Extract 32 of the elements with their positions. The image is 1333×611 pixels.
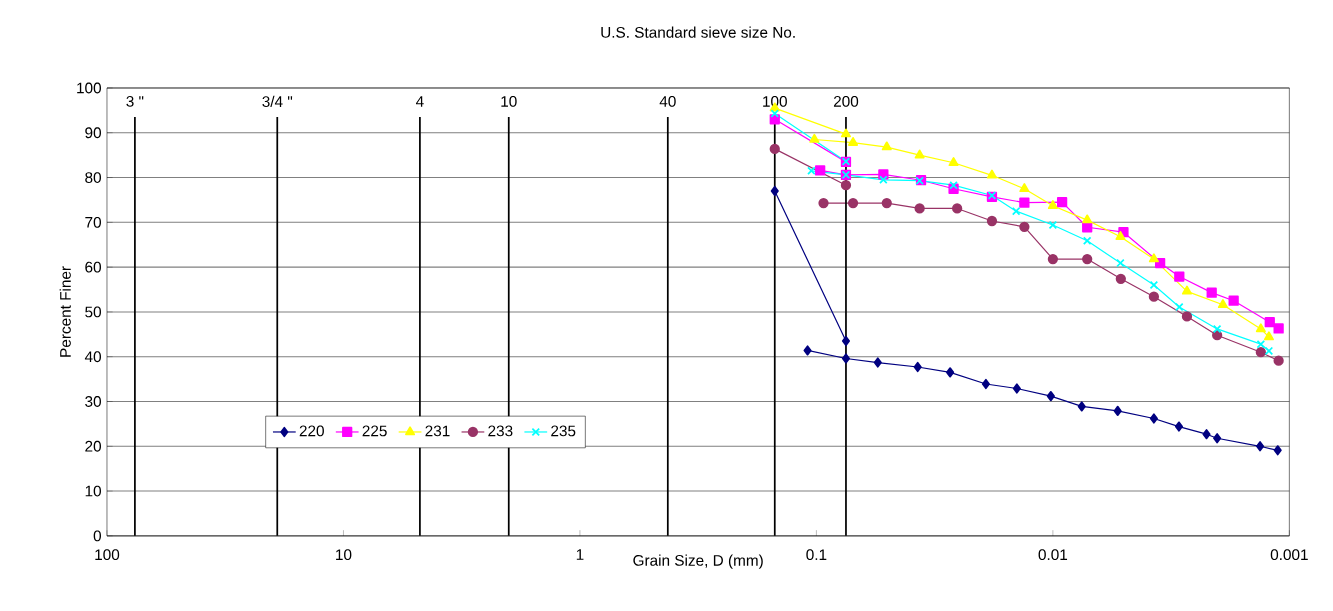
y-tick-label: 90 — [85, 127, 101, 139]
x-axis-title: Grain Size, D (mm) — [633, 554, 763, 569]
annotation: 10 — [501, 96, 517, 107]
legend-label: 220 — [299, 425, 324, 437]
annotation: 200 — [833, 96, 859, 107]
x-tick-label: 0.01 — [1038, 549, 1068, 561]
y-tick-label: 80 — [85, 172, 101, 184]
y-tick-label: 100 — [77, 82, 101, 94]
legend-label: 231 — [425, 425, 450, 437]
y-tick-label: 30 — [85, 396, 101, 407]
x-tick-label: 0.001 — [1270, 549, 1308, 561]
y-tick-label: 50 — [85, 306, 101, 318]
y-tick-label: 20 — [85, 440, 101, 452]
x-tick-label: 1 — [576, 549, 584, 560]
annotation: 40 — [659, 96, 676, 107]
x2-axis-title: U.S. Standard sieve size No. — [601, 26, 795, 38]
annotation: 4 — [416, 96, 424, 107]
annotation: 100 — [763, 96, 787, 107]
x-tick-label: 0.1 — [806, 549, 827, 561]
annotation: 3/4 " — [262, 95, 293, 108]
legend-label: 225 — [362, 425, 387, 437]
x-tick-label: 100 — [95, 549, 120, 561]
legend-label: 233 — [488, 425, 513, 437]
y-tick-label: 60 — [85, 261, 101, 273]
y-axis-title: Percent Finer — [59, 266, 71, 357]
x-tick-label: 10 — [336, 549, 352, 561]
annotation: 3 " — [126, 96, 144, 107]
y-tick-label: 0 — [93, 530, 101, 542]
legend-label: 235 — [551, 425, 576, 437]
y-tick-label: 10 — [85, 485, 101, 497]
y-tick-label: 40 — [84, 351, 101, 363]
y-tick-label: 70 — [85, 216, 101, 228]
